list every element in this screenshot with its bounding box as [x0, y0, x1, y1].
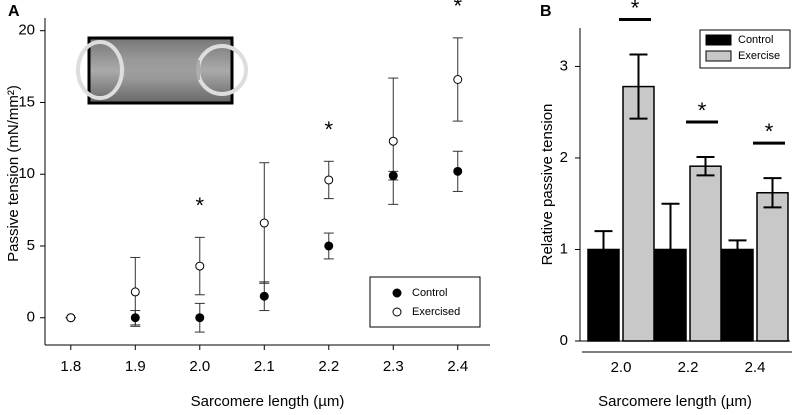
point	[388, 136, 398, 146]
y-tick-label: 5	[27, 237, 35, 254]
legend-box	[369, 276, 481, 328]
y-tick-label: 1	[560, 240, 568, 257]
panel-label: B	[540, 3, 552, 20]
panel-label: A	[8, 3, 20, 20]
error-bar	[728, 239, 747, 260]
legend-label: Control	[412, 287, 447, 299]
x-axis-title: Sarcomere length (µm)	[598, 393, 752, 410]
point	[130, 313, 140, 323]
significance-mark: *	[698, 98, 707, 123]
error-bar	[629, 53, 648, 120]
error-bar	[763, 177, 782, 209]
y-tick-label: 3	[560, 57, 568, 74]
y-axis-title: Passive tension (mN/mm²)	[5, 85, 22, 262]
inset-image	[76, 36, 248, 105]
point	[324, 241, 334, 251]
significance-mark: *	[453, 0, 462, 19]
point	[259, 291, 269, 301]
y-axis-title: Relative passive tension	[539, 104, 556, 266]
legend-label: Exercise	[738, 50, 780, 62]
legend-swatch	[705, 50, 732, 62]
y-tick-label: 15	[18, 93, 35, 110]
x-tick-label: 2.2	[678, 359, 699, 376]
error-bar	[696, 156, 715, 177]
point	[195, 261, 205, 271]
x-tick-label: 2.4	[745, 359, 766, 376]
point	[388, 171, 398, 181]
bar	[756, 191, 789, 342]
x-tick-label: 1.9	[125, 358, 146, 375]
point	[453, 74, 463, 84]
significance-mark: *	[765, 119, 774, 144]
x-axis-title: Sarcomere length (µm)	[191, 393, 345, 410]
error-bar	[594, 230, 613, 269]
bar	[721, 248, 754, 342]
legend-label: Exercised	[412, 306, 460, 318]
point	[195, 313, 205, 323]
error-bar	[661, 202, 680, 297]
x-tick-label: 2.3	[383, 358, 404, 375]
point	[259, 218, 269, 228]
x-tick-label: 2.0	[189, 358, 210, 375]
legend-marker	[392, 307, 402, 317]
legend-swatch	[705, 34, 732, 46]
point	[453, 166, 463, 176]
point	[324, 175, 334, 185]
x-tick-label: 2.0	[611, 359, 632, 376]
x-tick-label: 2.4	[447, 358, 468, 375]
bar	[622, 85, 655, 342]
x-tick-label: 2.1	[254, 358, 275, 375]
y-tick-label: 0	[560, 332, 568, 349]
legend-label: Control	[738, 34, 773, 46]
y-tick-label: 20	[18, 22, 35, 39]
point	[66, 313, 76, 323]
significance-mark: *	[631, 0, 640, 20]
y-tick-label: 2	[560, 149, 568, 166]
significance-mark: *	[196, 193, 205, 218]
x-tick-label: 2.2	[318, 358, 339, 375]
legend-marker	[392, 288, 402, 298]
significance-mark: *	[324, 117, 333, 142]
y-tick-label: 10	[18, 165, 35, 182]
bar	[689, 165, 722, 342]
point	[130, 287, 140, 297]
y-tick-label: 0	[27, 309, 35, 326]
x-tick-label: 1.8	[60, 358, 81, 375]
